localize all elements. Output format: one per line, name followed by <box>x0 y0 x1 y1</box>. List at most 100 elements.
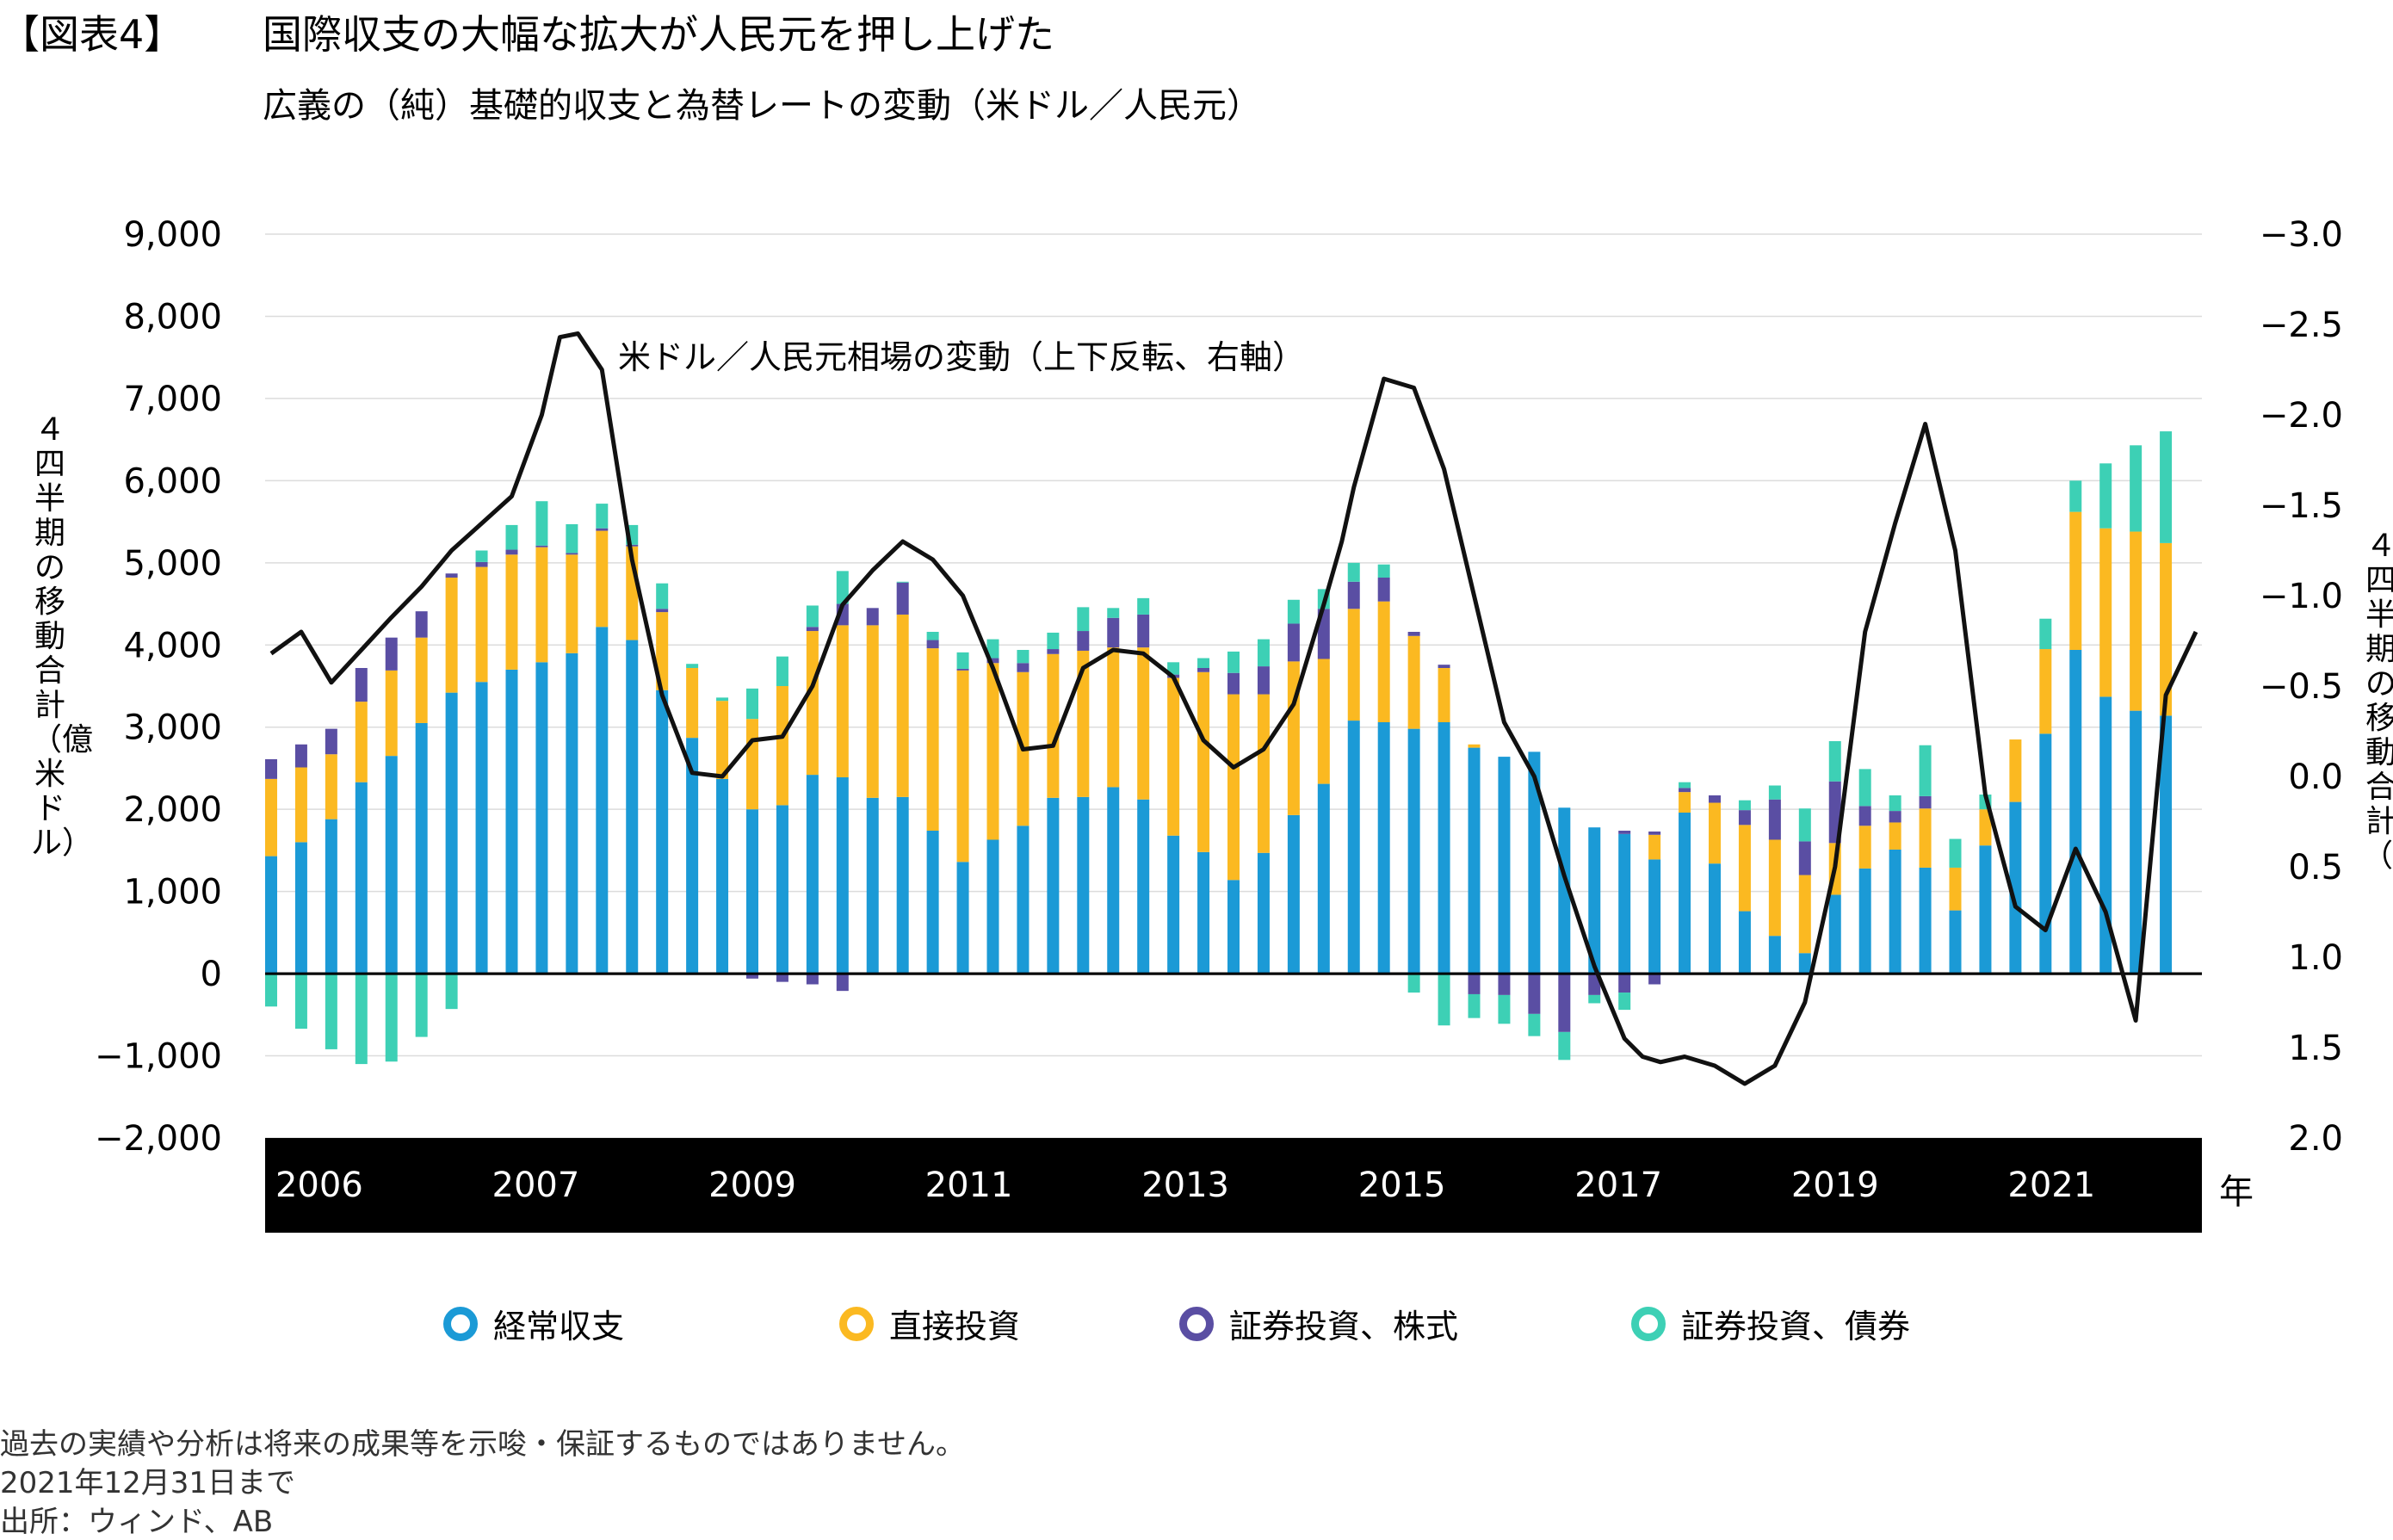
bar-segment-bonds <box>956 652 969 669</box>
bar-segment-current-account <box>1047 797 1060 974</box>
bar-segment-bonds <box>926 632 939 640</box>
y2-tick-label: −0.5 <box>2260 667 2343 707</box>
bar-segment-equity <box>956 668 969 671</box>
bar-segment-current-account <box>1949 910 1962 974</box>
bar-segment-current-account <box>1618 833 1631 974</box>
bar-segment-current-account <box>2039 733 2052 974</box>
bar-segment-current-account <box>806 775 819 974</box>
bar-segment-bonds-negative <box>1407 974 1420 993</box>
bar-segment-fdi <box>986 663 999 840</box>
bar-segment-current-account <box>926 831 939 974</box>
y-tick-label: −2,000 <box>95 1119 222 1159</box>
y-tick-label: 1,000 <box>123 873 222 912</box>
bar-segment-fdi <box>1468 744 1481 748</box>
bar-segment-bonds <box>2130 445 2143 532</box>
bar-segment-bonds <box>2160 431 2173 543</box>
x-tick-label: 2017 <box>1574 1166 1662 1205</box>
bar-segment-current-account <box>566 652 578 974</box>
bar-segment-current-account <box>1498 757 1511 974</box>
bar-segment-current-account <box>1077 796 1090 974</box>
bar-segment-equity-negative <box>1618 974 1631 993</box>
bar-segment-bonds <box>656 583 669 609</box>
bar-segment-current-account <box>475 682 488 974</box>
bar-segment-fdi <box>1107 647 1120 788</box>
bar-segment-equity <box>1287 623 1300 662</box>
year-suffix: 年 <box>2219 1172 2254 1212</box>
bar-segment-bonds-negative <box>294 974 307 1030</box>
bar-segment-bonds <box>505 524 518 550</box>
bar-segment-current-account <box>1347 721 1360 974</box>
legend-item-equity: 証券投資、株式 <box>1179 1300 1458 1347</box>
bar-segment-current-account <box>1648 859 1661 974</box>
bar-segment-equity-negative <box>1648 974 1661 985</box>
bar-segment-equity <box>415 611 428 638</box>
legend-item-current-account: 経常収支 <box>443 1300 624 1347</box>
bar-segment-fdi <box>1738 825 1751 912</box>
bar-segment-equity <box>445 573 458 578</box>
bar-segment-bonds <box>716 697 729 702</box>
bar-segment-fdi <box>2009 739 2022 802</box>
bar-segment-fdi <box>1227 694 1240 881</box>
bar-segment-fdi <box>1648 834 1661 860</box>
legend-item-bonds: 証券投資、債券 <box>1631 1300 1910 1347</box>
legend-marker-equity <box>1179 1306 1214 1341</box>
bar-segment-bonds-negative <box>1588 994 1601 1004</box>
bar-segment-equity <box>264 758 277 779</box>
bar-segment-current-account <box>1738 911 1751 974</box>
bar-segment-fdi <box>1709 802 1722 864</box>
bar-segment-equity <box>294 744 307 768</box>
bar-segment-fdi <box>776 686 788 806</box>
bar-segment-equity-negative <box>1468 974 1481 994</box>
bar-segment-fdi <box>745 719 758 810</box>
bar-segment-current-account <box>1709 863 1722 974</box>
bar-segment-bonds <box>1077 607 1090 632</box>
bar-segment-current-account <box>1167 835 1180 974</box>
bar-segment-fdi <box>505 554 518 670</box>
bar-segment-current-account <box>1197 851 1210 974</box>
bar-segment-bonds <box>1949 838 1962 868</box>
bar-segment-current-account <box>1679 813 1691 974</box>
y-tick-label: −1,000 <box>95 1037 222 1077</box>
bar-segment-equity <box>656 609 669 613</box>
x-tick-label: 2007 <box>492 1166 580 1205</box>
bar-segment-bonds-negative <box>355 974 368 1065</box>
legend-label-fdi: 直接投資 <box>889 1308 1021 1345</box>
bar-segment-fdi <box>686 668 699 739</box>
bar-segment-bonds <box>596 504 609 529</box>
bar-segment-bonds <box>745 688 758 720</box>
bar-segment-bonds <box>776 656 788 686</box>
bar-segment-bonds <box>1679 782 1691 789</box>
y2-tick-label: 1.5 <box>2288 1029 2343 1068</box>
bar-segment-fdi <box>836 625 849 777</box>
y-tick-label: 7,000 <box>123 380 222 419</box>
bar-segment-bonds-negative <box>1438 974 1450 1026</box>
bar-segment-bonds <box>686 664 699 668</box>
legend-marker-bonds <box>1631 1306 1666 1341</box>
bar-segment-bonds <box>1858 769 1871 807</box>
y2-tick-label: −2.5 <box>2260 306 2343 345</box>
bar-segment-equity <box>1227 672 1240 695</box>
bar-segment-fdi <box>596 530 609 628</box>
bar-segment-bonds-negative <box>385 974 398 1062</box>
fx-line-annotation: 米ドル／人民元相場の変動（上下反転、右軸） <box>618 338 1305 376</box>
bar-segment-current-account <box>1919 867 1932 974</box>
bar-segment-bonds <box>1197 658 1210 668</box>
bar-segment-current-account <box>1227 880 1240 974</box>
bar-segment-current-account <box>2069 650 2082 974</box>
x-axis-band <box>265 1138 2202 1233</box>
bar-segment-equity <box>1798 841 1811 875</box>
bar-segment-current-account <box>596 627 609 974</box>
y2-tick-label: −2.0 <box>2260 396 2343 436</box>
x-tick-label: 2019 <box>1791 1166 1879 1205</box>
bar-segment-fdi <box>264 778 277 857</box>
bar-segment-equity <box>1738 810 1751 826</box>
bar-segment-equity <box>1889 811 1901 823</box>
bar-segment-fdi <box>956 670 969 863</box>
bar-segment-current-account <box>1438 722 1450 974</box>
bar-segment-equity <box>566 553 578 555</box>
bar-segment-equity-negative <box>745 974 758 979</box>
bar-segment-current-account <box>355 782 368 974</box>
legend-marker-current-account <box>443 1306 478 1341</box>
bar-segment-equity <box>1709 795 1722 803</box>
y-tick-label: 4,000 <box>123 626 222 665</box>
